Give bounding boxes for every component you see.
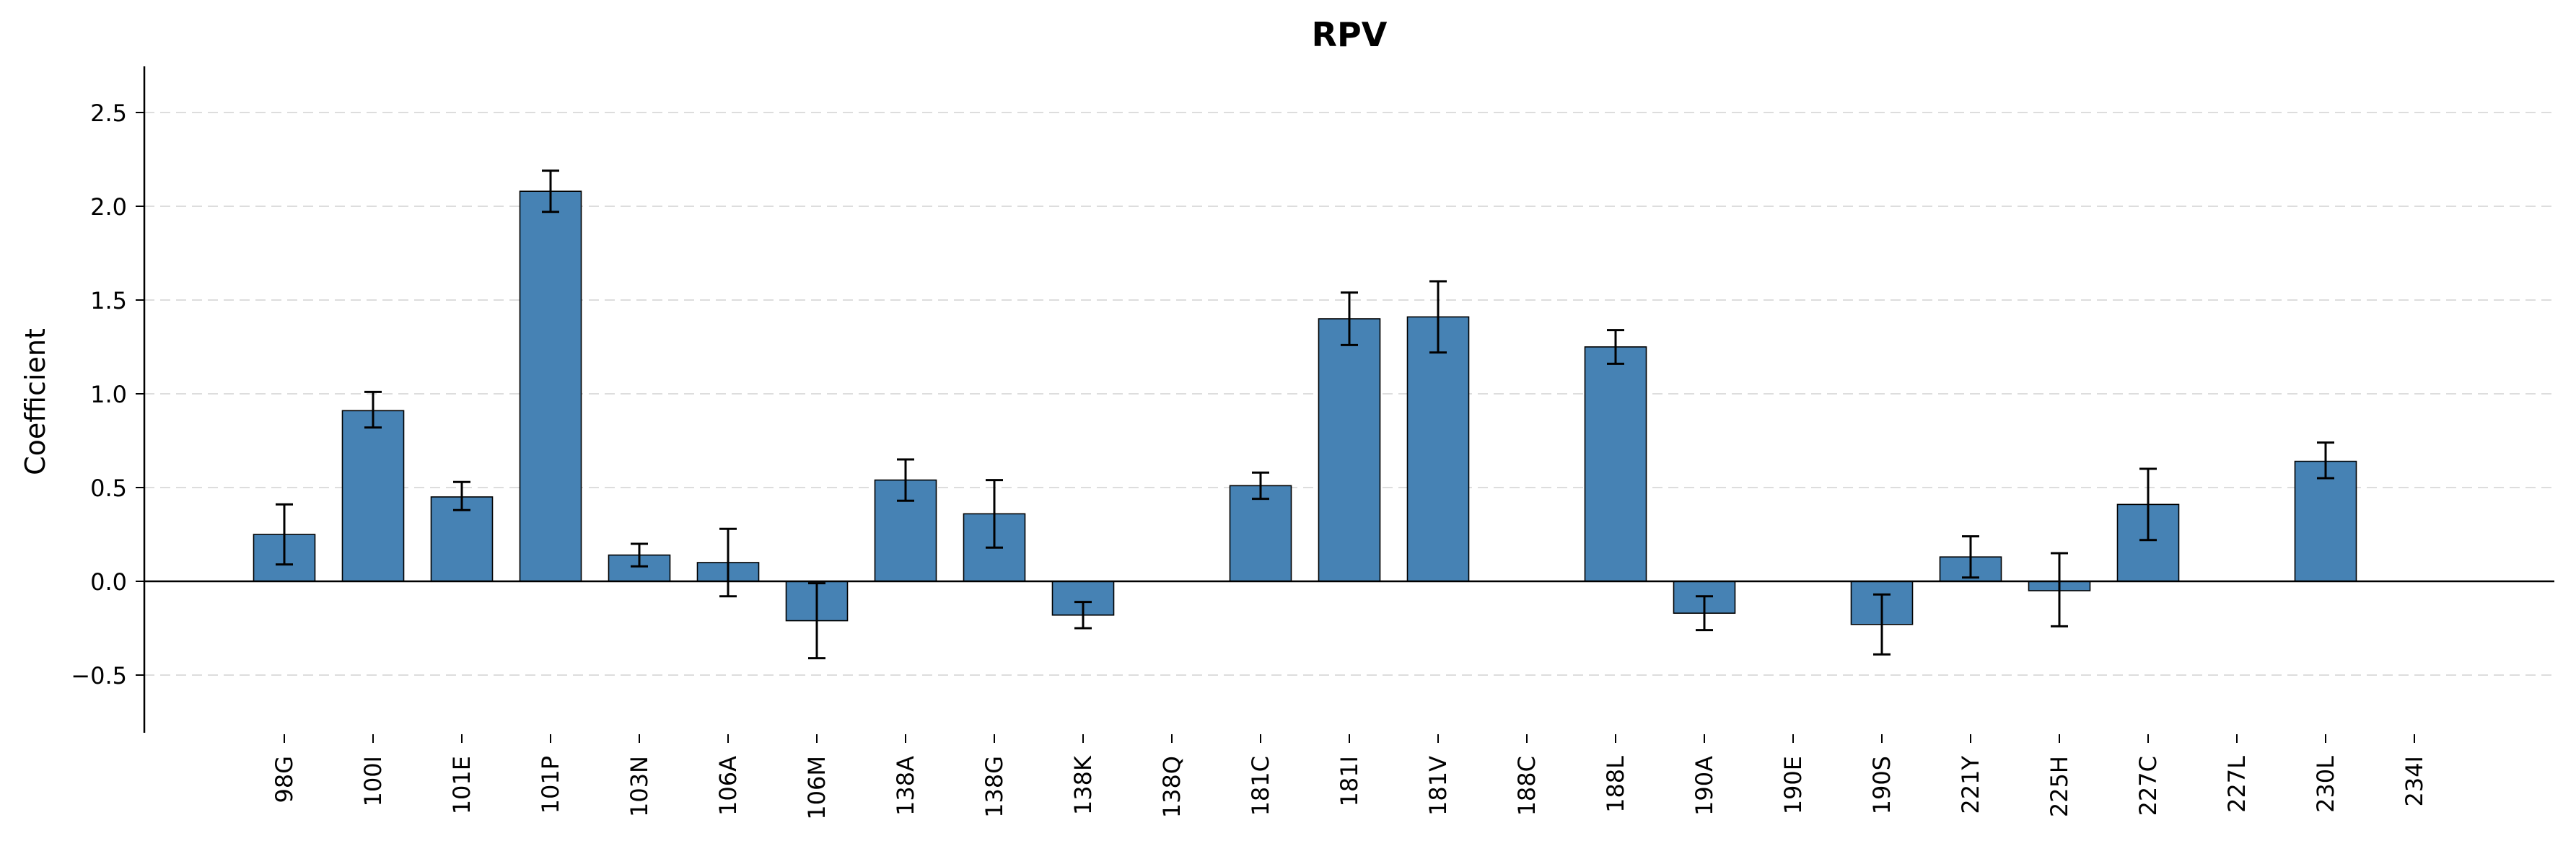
bar [343, 410, 404, 581]
x-tick-label: 221Y [1957, 756, 1984, 814]
y-axis-ticks: −0.5 0.0 0.5 1.0 1.5 2.0 2.5 [71, 100, 144, 689]
x-tick-label: 227L [2223, 756, 2251, 813]
x-tick-label: 190E [1779, 756, 1807, 814]
x-tick-label: 100I [359, 756, 387, 807]
x-tick-label: 181I [1336, 756, 1363, 807]
bar [1585, 347, 1647, 581]
x-tick-label: 181C [1247, 756, 1274, 816]
x-tick-label: 101E [448, 756, 476, 814]
x-tick-label: 138K [1069, 755, 1097, 815]
y-tick-label: 0.5 [90, 475, 127, 502]
x-tick-label: 188C [1513, 756, 1541, 816]
y-tick-label: −0.5 [71, 662, 127, 689]
x-tick-label: 106A [714, 756, 742, 816]
x-tick-label: 138Q [1158, 756, 1186, 818]
x-tick-label: 190S [1868, 756, 1896, 814]
y-tick-label: 1.0 [90, 381, 127, 408]
bar [520, 191, 582, 581]
x-tick-label: 138A [892, 756, 919, 816]
y-tick-label: 2.0 [90, 193, 127, 221]
x-tick-label: 225H [2046, 756, 2073, 817]
x-tick-label: 190A [1691, 756, 1718, 816]
bars [254, 191, 2445, 625]
x-tick-label: 181V [1424, 756, 1452, 816]
error-bars [276, 171, 2334, 658]
x-tick-label: 227C [2134, 756, 2162, 816]
x-tick-label: 230L [2312, 756, 2339, 813]
x-tick-label: 98G [271, 756, 298, 803]
x-tick-label: 101P [537, 756, 564, 814]
bar [1319, 319, 1380, 581]
bar [1408, 317, 1469, 581]
bar [1230, 485, 1292, 581]
x-tick-label: 106M [803, 756, 831, 820]
y-tick-label: 2.5 [90, 100, 127, 127]
bar [2295, 462, 2357, 581]
chart-title: RPV [1312, 15, 1388, 54]
x-tick-label: 103N [626, 756, 653, 817]
x-tick-label: 138G [981, 756, 1008, 818]
y-axis-label: Coefficient [19, 328, 51, 475]
x-tick-label: 188L [1602, 756, 1629, 813]
y-tick-label: 1.5 [90, 287, 127, 314]
y-tick-label: 0.0 [90, 568, 127, 596]
x-tick-label: 234I [2401, 756, 2428, 807]
x-axis-ticks: 98G 100I 101E 101P 103N 106A 106M 138A 138G 138K 1… [271, 734, 2428, 820]
